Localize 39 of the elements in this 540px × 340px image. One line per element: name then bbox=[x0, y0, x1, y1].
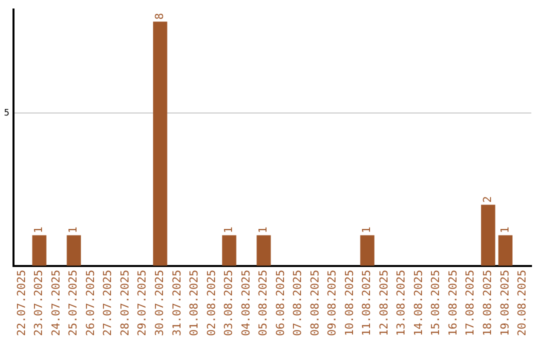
y-tick-label: 5 bbox=[4, 108, 10, 119]
x-tick-label: 14.08.2025 bbox=[412, 270, 425, 336]
x-tick-label: 10.08.2025 bbox=[342, 270, 356, 336]
x-tick-label: 04.08.2025 bbox=[239, 270, 252, 336]
data-label: 1 bbox=[256, 226, 270, 234]
x-tick-label: 31.07.2025 bbox=[170, 270, 184, 336]
data-label: 8 bbox=[153, 12, 166, 20]
x-tick-label: 27.07.2025 bbox=[101, 270, 114, 336]
x-tick-label: 16.08.2025 bbox=[446, 270, 460, 336]
x-tick-label: 25.07.2025 bbox=[66, 270, 80, 336]
x-tick-label: 26.07.2025 bbox=[84, 270, 97, 336]
x-tick-label: 15.08.2025 bbox=[429, 270, 442, 336]
x-tick-label: 03.08.2025 bbox=[222, 270, 236, 336]
x-tick-label: 29.07.2025 bbox=[136, 270, 149, 336]
x-tick-label: 09.08.2025 bbox=[326, 270, 339, 336]
x-tick-label: 17.08.2025 bbox=[464, 270, 477, 336]
x-tick-label: 20.08.2025 bbox=[516, 270, 529, 336]
x-tick-label: 02.08.2025 bbox=[204, 270, 218, 336]
x-tick-label: 23.07.2025 bbox=[32, 270, 46, 336]
data-label: 1 bbox=[32, 226, 46, 234]
x-tick-label: 11.08.2025 bbox=[360, 270, 374, 336]
x-tick-label: 01.08.2025 bbox=[188, 270, 201, 336]
x-tick-label: 06.08.2025 bbox=[274, 270, 287, 336]
x-tick-label: 07.08.2025 bbox=[291, 270, 304, 336]
x-tick-label: 30.07.2025 bbox=[153, 270, 166, 336]
x-tick-label: 22.07.2025 bbox=[14, 270, 28, 336]
x-tick-label: 19.08.2025 bbox=[498, 270, 512, 336]
data-label: 1 bbox=[222, 226, 236, 234]
x-tick-label: 08.08.2025 bbox=[308, 270, 322, 336]
x-tick-label: 13.08.2025 bbox=[394, 270, 408, 336]
data-label: 2 bbox=[481, 196, 494, 203]
x-tick-label: 05.08.2025 bbox=[256, 270, 270, 336]
data-label: 1 bbox=[498, 226, 512, 234]
x-tick-label: 24.07.2025 bbox=[49, 270, 62, 336]
data-label: 1 bbox=[360, 226, 374, 234]
x-tick-label: 28.07.2025 bbox=[118, 270, 132, 336]
x-tick-label: 12.08.2025 bbox=[377, 270, 390, 336]
x-tick-label: 18.08.2025 bbox=[481, 270, 494, 336]
data-label: 1 bbox=[66, 226, 80, 234]
